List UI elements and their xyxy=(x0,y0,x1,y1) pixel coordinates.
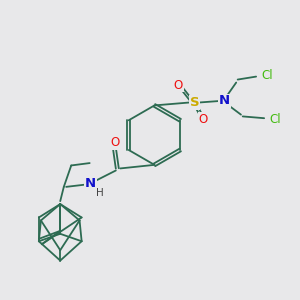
Text: S: S xyxy=(190,96,200,109)
Text: Cl: Cl xyxy=(270,112,281,126)
Text: N: N xyxy=(219,94,230,107)
Text: H: H xyxy=(96,188,104,198)
Text: Cl: Cl xyxy=(262,69,273,82)
Text: O: O xyxy=(199,113,208,126)
Text: O: O xyxy=(110,136,120,149)
Text: O: O xyxy=(174,79,183,92)
Text: N: N xyxy=(85,177,96,190)
